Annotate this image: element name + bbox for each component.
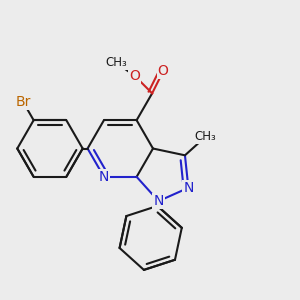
Text: Br: Br xyxy=(15,95,31,109)
Text: N: N xyxy=(153,194,164,208)
Text: O: O xyxy=(129,69,140,83)
Text: N: N xyxy=(99,170,109,184)
Text: CH₃: CH₃ xyxy=(195,130,217,143)
Text: N: N xyxy=(183,181,194,195)
Text: O: O xyxy=(158,64,169,78)
Text: CH₃: CH₃ xyxy=(105,56,127,69)
